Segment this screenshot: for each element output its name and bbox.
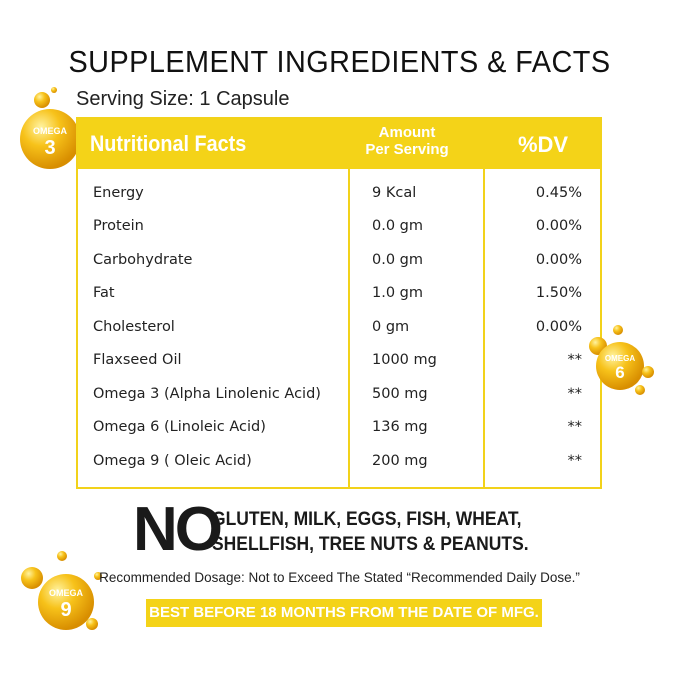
- row-nutrient: Carbohydrate: [93, 252, 193, 268]
- row-dv: 0.00%: [535, 218, 582, 234]
- omega3-word: OMEGA: [33, 126, 68, 136]
- omega9-word: OMEGA: [49, 588, 84, 598]
- omega6-bubble-icon: OMEGA 6: [589, 325, 654, 395]
- row-amount: 0.0 gm: [372, 218, 423, 234]
- best-before-banner: BEST BEFORE 18 MONTHS FROM THE DATE OF M…: [146, 599, 542, 627]
- header-nutritional-facts: Nutritional Facts: [90, 131, 247, 156]
- header-amount-line1: Amount: [378, 124, 436, 141]
- row-dv: 0.00%: [535, 319, 582, 335]
- table-row: Protein 0.0 gm 0.00%: [78, 211, 600, 244]
- column-divider: [483, 169, 485, 487]
- row-nutrient: Omega 3 (Alpha Linolenic Acid): [93, 386, 321, 402]
- row-amount: 500 mg: [372, 386, 428, 402]
- row-dv: **: [567, 352, 583, 368]
- omega9-number: 9: [60, 599, 71, 621]
- serving-size: Serving Size: 1 Capsule: [76, 88, 290, 110]
- row-amount: 9 Kcal: [372, 185, 417, 201]
- recommended-dosage: Recommended Dosage: Not to Exceed The St…: [99, 570, 580, 585]
- row-dv: **: [567, 419, 583, 435]
- table-row: Omega 9 ( Oleic Acid) 200 mg **: [78, 446, 600, 479]
- header-amount: Amount Per Serving: [352, 124, 462, 158]
- row-amount: 0 gm: [372, 319, 410, 335]
- row-dv: 1.50%: [535, 285, 582, 301]
- table-row: Omega 6 (Linoleic Acid) 136 mg **: [78, 412, 600, 445]
- allergen-list: GLUTEN, MILK, EGGS, FISH, WHEAT, SHELLFI…: [212, 507, 529, 557]
- omega3-number: 3: [44, 137, 55, 159]
- row-amount: 1.0 gm: [372, 285, 423, 301]
- page-title: SUPPLEMENT INGREDIENTS & FACTS: [68, 44, 611, 79]
- row-amount: 136 mg: [372, 419, 428, 435]
- header-amount-line2: Per Serving: [365, 141, 449, 158]
- header-dv: %DV: [517, 132, 569, 157]
- row-nutrient: Protein: [93, 218, 144, 234]
- no-label: NO: [133, 495, 223, 564]
- table-row: Flaxseed Oil 1000 mg **: [78, 345, 600, 378]
- row-dv: **: [567, 453, 583, 469]
- omega6-word: OMEGA: [605, 354, 635, 363]
- table-row: Omega 3 (Alpha Linolenic Acid) 500 mg **: [78, 379, 600, 412]
- row-dv: **: [567, 386, 583, 402]
- allergen-line1: GLUTEN, MILK, EGGS, FISH, WHEAT,: [212, 509, 522, 530]
- allergen-line2: SHELLFISH, TREE NUTS & PEANUTS.: [212, 534, 529, 555]
- row-nutrient: Omega 6 (Linoleic Acid): [93, 419, 266, 435]
- table-row: Carbohydrate 0.0 gm 0.00%: [78, 245, 600, 278]
- table-row: Energy 9 Kcal 0.45%: [78, 178, 600, 211]
- row-amount: 0.0 gm: [372, 252, 423, 268]
- omega6-number: 6: [615, 363, 624, 382]
- row-nutrient: Cholesterol: [93, 319, 175, 335]
- table-row: Cholesterol 0 gm 0.00%: [78, 312, 600, 345]
- table-row: Fat 1.0 gm 1.50%: [78, 278, 600, 311]
- row-dv: 0.00%: [535, 252, 582, 268]
- row-nutrient: Flaxseed Oil: [93, 352, 182, 368]
- row-amount: 1000 mg: [372, 352, 437, 368]
- row-amount: 200 mg: [372, 453, 428, 469]
- row-nutrient: Omega 9 ( Oleic Acid): [93, 453, 252, 469]
- row-nutrient: Fat: [93, 285, 115, 301]
- row-dv: 0.45%: [535, 185, 582, 201]
- nutrition-table: Nutritional Facts Amount Per Serving %DV…: [76, 117, 602, 489]
- row-nutrient: Energy: [93, 185, 144, 201]
- omega9-bubble-icon: OMEGA 9: [21, 551, 102, 630]
- column-divider: [348, 169, 350, 487]
- table-header: Nutritional Facts Amount Per Serving %DV: [78, 119, 600, 169]
